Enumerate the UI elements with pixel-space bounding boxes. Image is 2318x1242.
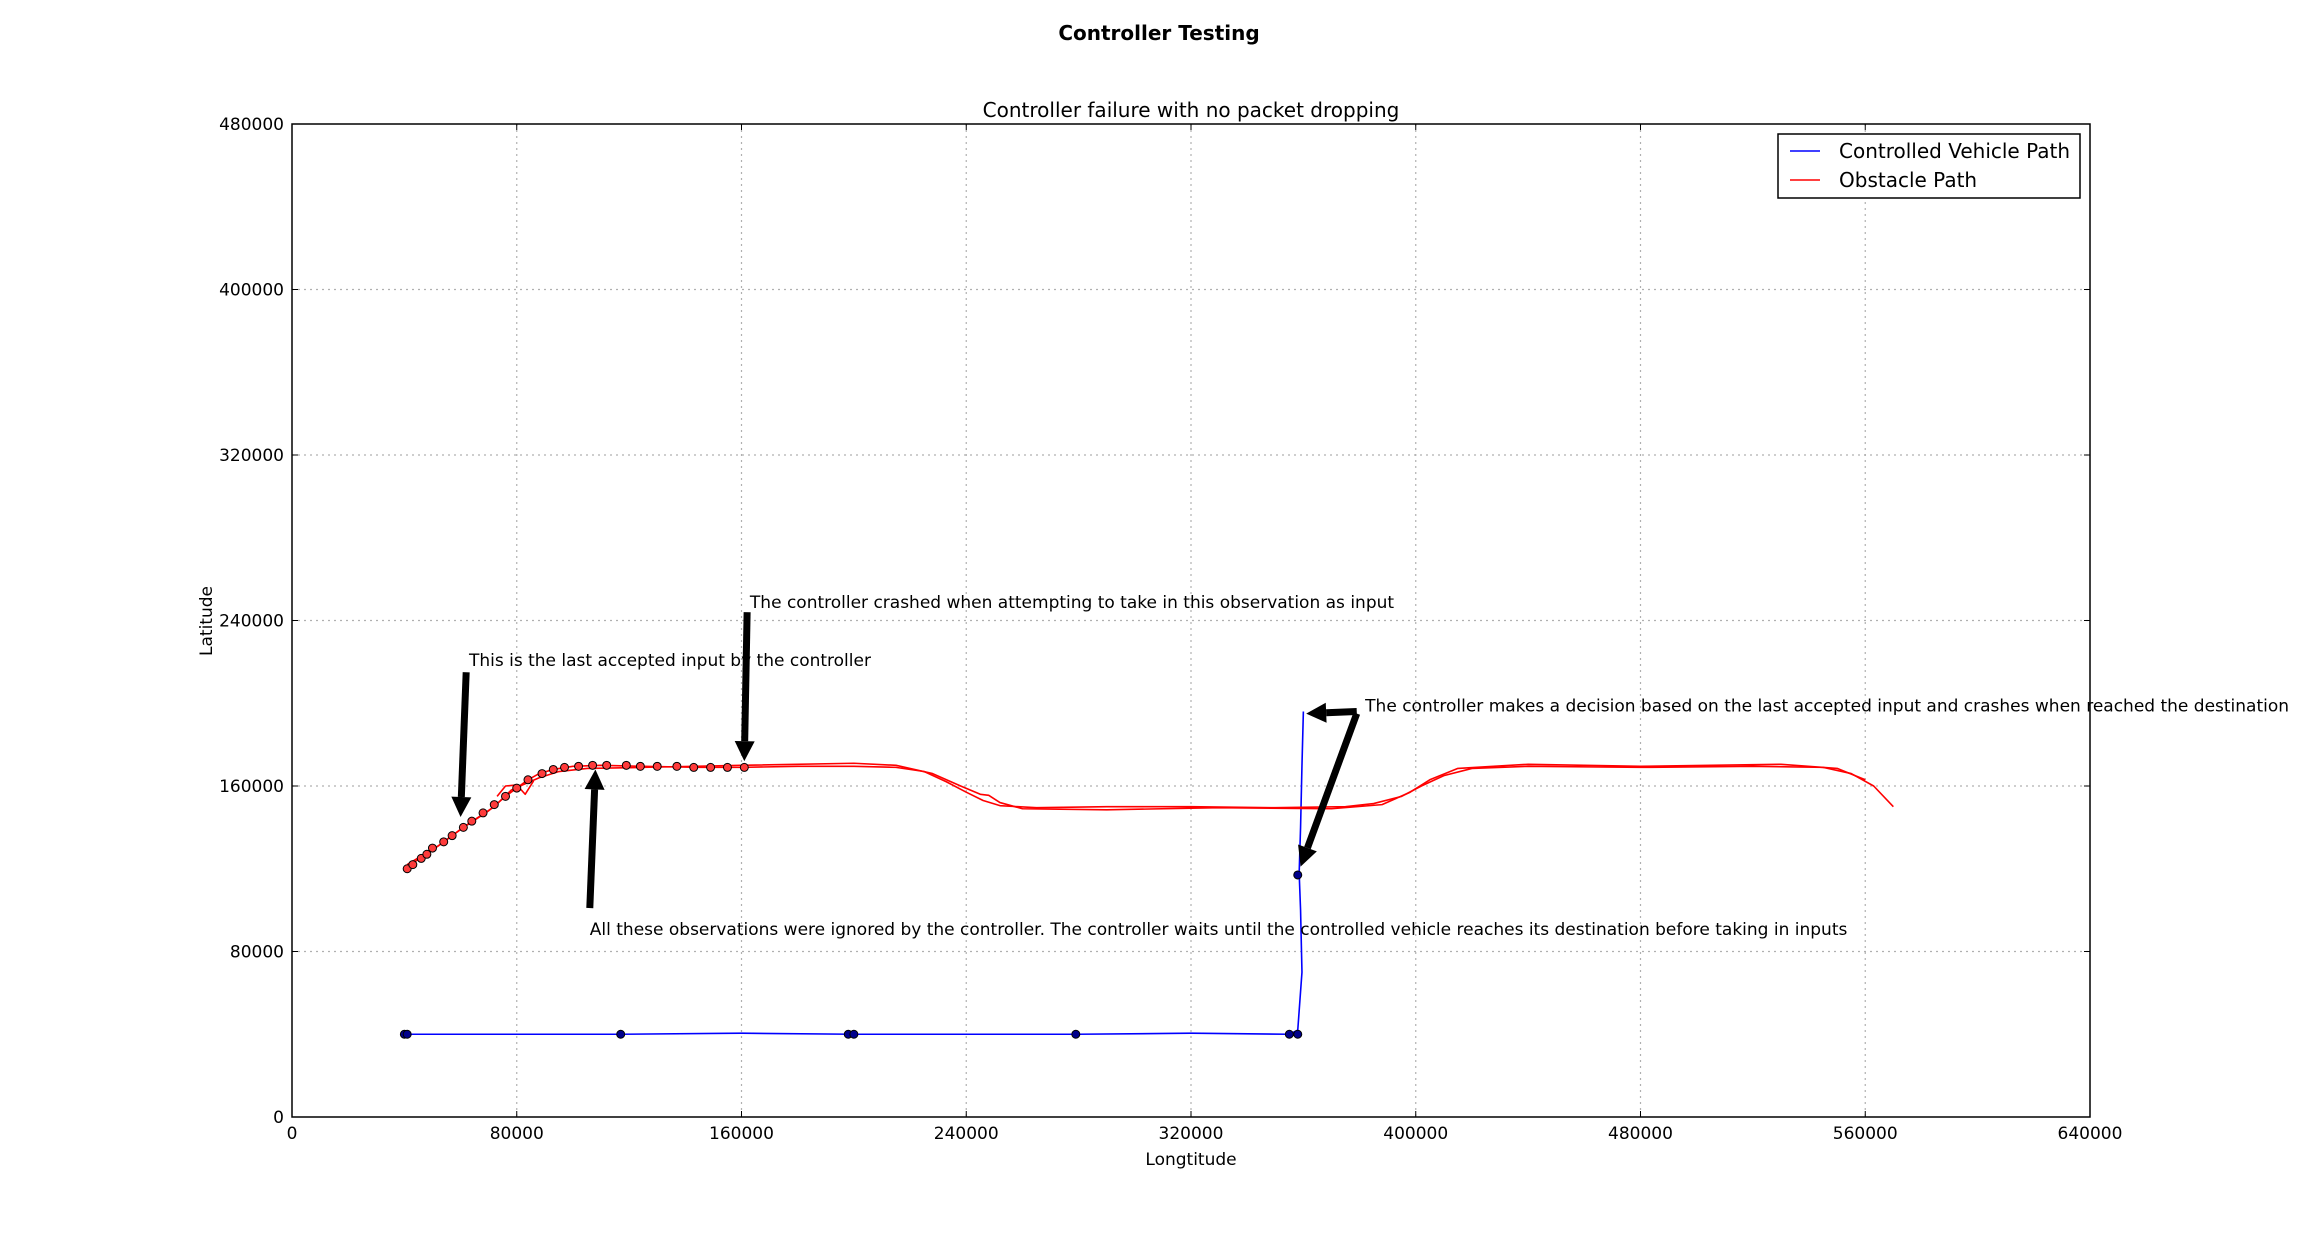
data-point (537, 769, 547, 779)
data-point (489, 800, 499, 810)
data-point (588, 760, 598, 770)
series-layer (399, 711, 1894, 1039)
x-tick-label: 0 (287, 1124, 298, 1144)
annotation-text: The controller crashed when attempting t… (749, 593, 1394, 613)
x-tick-label: 560000 (1833, 1124, 1898, 1144)
series-line (403, 764, 1894, 870)
x-tick-label: 480000 (1608, 1124, 1673, 1144)
arrow-shaft (1326, 708, 1357, 717)
data-point (635, 761, 645, 771)
x-tick-label: 640000 (2058, 1124, 2123, 1144)
arrow-shaft (1304, 712, 1361, 850)
annotation-3: All these observations were ignored by t… (584, 769, 1848, 940)
x-tick-label: 240000 (934, 1124, 999, 1144)
data-point (501, 791, 511, 801)
axes-title: Controller failure with no packet droppi… (983, 98, 1400, 122)
data-point (706, 762, 716, 772)
series-line (406, 762, 1866, 866)
data-point (422, 849, 432, 859)
data-point (548, 764, 558, 774)
arrow-head (1298, 844, 1317, 867)
series-1 (402, 760, 1894, 874)
data-point (427, 843, 437, 853)
data-point (849, 1029, 859, 1039)
plot-frame (291, 123, 2091, 1118)
legend-label-controlled: Controlled Vehicle Path (1839, 139, 2070, 163)
data-point (1071, 1029, 1081, 1039)
arrow-shaft (457, 672, 470, 798)
x-tick-label: 400000 (1383, 1124, 1448, 1144)
figure-suptitle: Controller Testing (1058, 21, 1259, 45)
data-point (439, 837, 449, 847)
data-point (478, 808, 488, 818)
arrow-head (734, 740, 755, 762)
data-point (402, 1029, 412, 1039)
series-line (404, 711, 1305, 1036)
data-point (408, 860, 418, 870)
y-tick-label: 0 (273, 1108, 284, 1128)
data-point (467, 816, 477, 826)
x-axis-label: Longtitude (1145, 1150, 1236, 1170)
legend: Controlled Vehicle Path Obstacle Path (1777, 133, 2081, 199)
grid-lines (292, 124, 2090, 1117)
data-point (447, 831, 457, 841)
x-tick-label: 160000 (709, 1124, 774, 1144)
y-tick-label: 400000 (219, 281, 284, 301)
y-tick-label: 160000 (219, 777, 284, 797)
annotation-0: The controller crashed when attempting t… (734, 593, 1394, 762)
arrow-head (1306, 702, 1327, 723)
data-point (560, 762, 570, 772)
series-0 (399, 711, 1305, 1039)
data-point (652, 761, 662, 771)
x-tick-label: 80000 (490, 1124, 544, 1144)
arrow-head (584, 769, 605, 790)
annotation-text: This is the last accepted input by the c… (468, 651, 871, 671)
arrow-shaft (586, 789, 599, 909)
data-point (722, 762, 732, 772)
annotation-text: The controller makes a decision based on… (1364, 697, 2289, 717)
legend-label-obstacle: Obstacle Path (1839, 168, 1977, 192)
data-point (1293, 870, 1303, 880)
data-point (574, 761, 584, 771)
data-point (1284, 1029, 1294, 1039)
data-point (689, 762, 699, 772)
data-point (621, 760, 631, 770)
y-tick-label: 320000 (219, 446, 284, 466)
arrow-head (451, 796, 472, 818)
y-tick-label: 80000 (230, 943, 284, 963)
data-point (672, 761, 682, 771)
data-point (616, 1029, 626, 1039)
y-tick-label: 480000 (219, 115, 284, 135)
axis-ticks: 0 80000 160000 240000 320000 400000 480000 5600… (219, 115, 2122, 1144)
arrow-shaft (741, 612, 751, 742)
data-point (739, 762, 749, 772)
data-point (1293, 1029, 1303, 1039)
annotation-text: All these observations were ignored by t… (590, 920, 1848, 940)
annotation-2: The controller makes a decision based on… (1298, 697, 2289, 867)
data-point (523, 775, 533, 785)
y-tick-label: 240000 (219, 612, 284, 632)
data-point (602, 760, 612, 770)
legend-box (1777, 133, 2081, 199)
annotations-layer: The controller crashed when attempting t… (451, 593, 2289, 940)
data-point (458, 822, 468, 832)
data-point (512, 783, 522, 793)
annotation-1: This is the last accepted input by the c… (451, 651, 871, 818)
x-tick-label: 320000 (1159, 1124, 1224, 1144)
y-axis-label: Latitude (197, 586, 217, 656)
